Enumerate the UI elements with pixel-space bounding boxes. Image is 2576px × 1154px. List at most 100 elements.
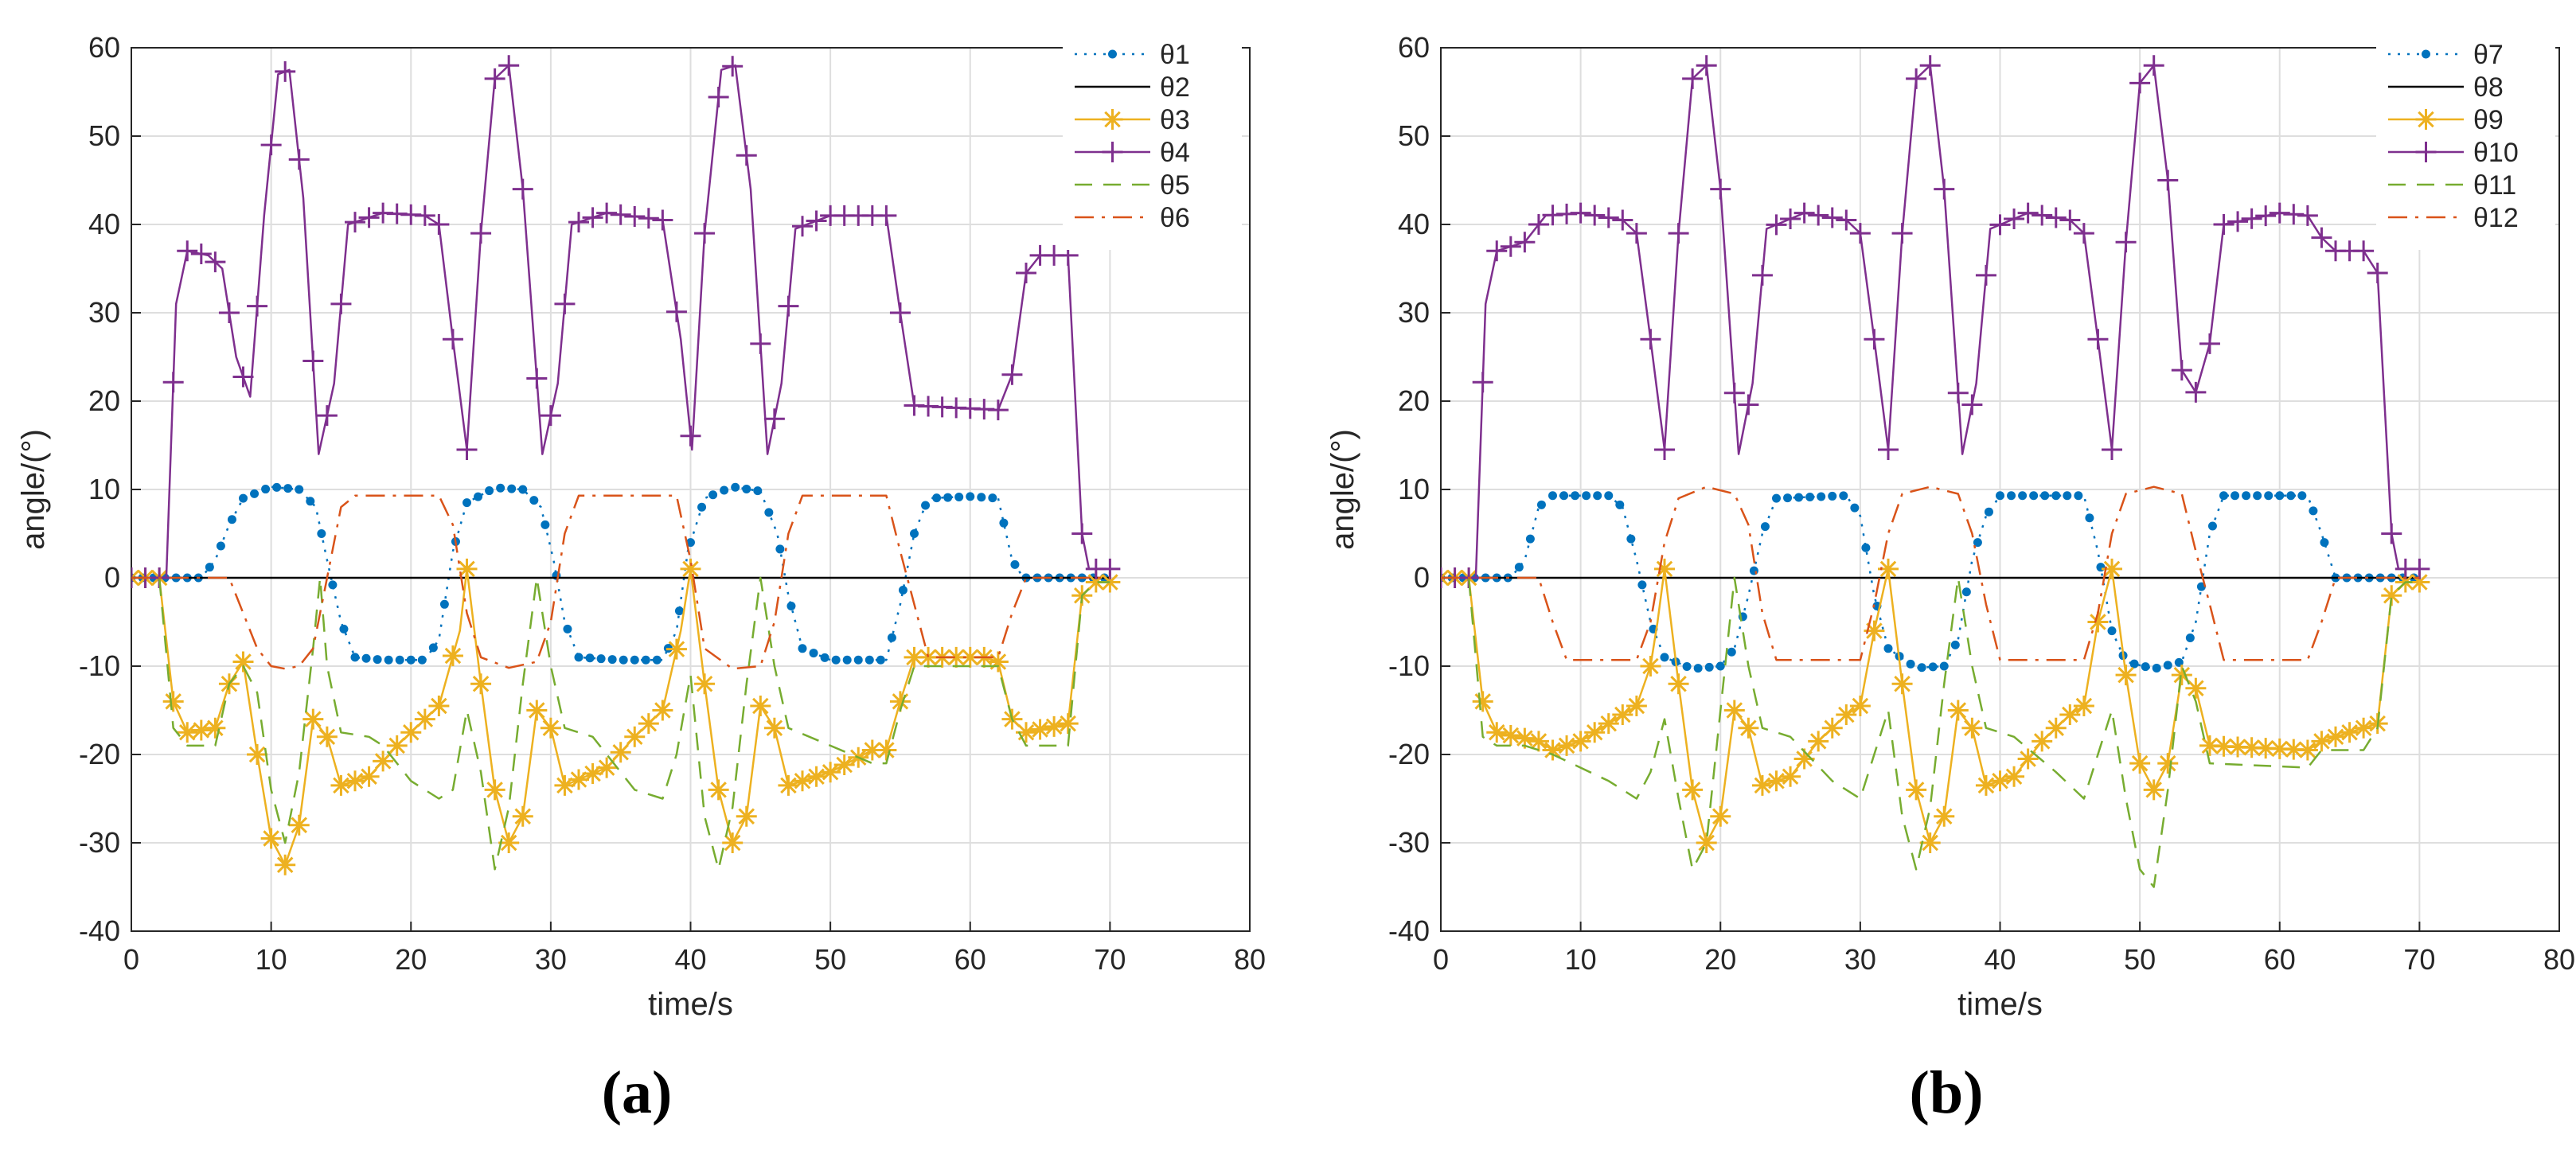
marker-θ3 [1029,719,1051,740]
y-tick-label: 50 [1398,119,1430,152]
marker-θ1 [507,484,517,493]
y-tick-label: -20 [1388,738,1430,770]
marker-θ1 [485,486,494,496]
marker-θ9 [2325,726,2346,747]
marker-θ7 [1850,503,1860,513]
marker-θ7 [1637,580,1647,590]
y-tick-label: 10 [88,473,120,505]
marker-θ9 [1626,695,1647,716]
marker-θ7 [1861,543,1871,552]
marker-θ7 [1828,491,1837,501]
legend-label-θ9: θ9 [2473,105,2504,135]
marker-θ1 [574,653,584,662]
marker-θ1 [887,633,896,642]
marker-θ7 [1593,491,1602,501]
marker-θ9 [1514,727,1536,749]
marker-θ10 [2073,223,2094,244]
marker-θ7 [1805,493,1815,502]
marker-θ9 [1472,691,1493,712]
y-tick-label: -30 [79,826,120,859]
marker-θ7 [1582,491,1591,501]
marker-θ9 [1612,704,1633,726]
marker-θ1 [842,655,852,665]
marker-θ7 [2297,491,2307,501]
marker-θ3 [665,638,687,660]
legend-marker-θ3 [1102,109,1123,130]
marker-θ9 [1989,770,2011,792]
marker-θ7 [1928,662,1938,672]
marker-θ9 [1500,724,1521,746]
marker-θ7 [2286,491,2296,501]
marker-θ7 [2051,491,2061,501]
marker-θ10 [1626,223,1647,244]
marker-θ10 [1780,208,1801,229]
marker-θ9 [1961,717,1983,739]
marker-θ10 [2143,55,2164,76]
marker-θ9 [1808,731,1829,752]
marker-θ10 [1640,329,1661,350]
marker-θ10 [2227,211,2249,232]
marker-θ3 [400,722,422,743]
marker-θ3 [330,774,352,796]
marker-θ7 [2163,661,2172,670]
marker-θ10 [2171,360,2192,381]
marker-θ7 [1794,493,1804,502]
legend-marker-θ4 [1102,142,1123,162]
marker-θ4 [876,205,897,226]
marker-θ1 [775,544,785,554]
chart-1: 0 10 20 30 40 50 60 70 80 -40 -30 -20 -10 0 10 20 30 40 50… [16,31,1266,1022]
legend-marker-θ9 [2415,109,2437,130]
legend-label-θ4: θ4 [1160,138,1190,168]
marker-θ9 [1793,748,1815,770]
marker-θ10 [2353,240,2375,262]
marker-θ7 [1939,661,1949,671]
marker-θ7 [2185,633,2195,642]
marker-θ3 [806,766,827,787]
marker-θ3 [820,762,841,783]
marker-θ9 [1738,717,1759,739]
marker-θ1 [227,515,236,524]
x-tick-label: 20 [1704,943,1736,976]
marker-θ1 [585,653,595,663]
x-tick-label: 30 [1844,943,1876,976]
marker-θ7 [1727,647,1736,657]
y-tick-label: 0 [1414,561,1430,594]
marker-θ1 [250,489,260,498]
marker-θ9 [1640,656,1661,676]
marker-θ3 [694,673,716,695]
marker-θ3 [554,774,576,796]
marker-θ1 [641,655,650,665]
marker-θ3 [162,691,184,712]
marker-θ7 [1760,522,1770,532]
marker-θ9 [1878,558,1899,579]
marker-θ9 [2017,748,2039,770]
marker-θ10 [1878,439,1899,461]
marker-θ3 [861,739,883,761]
marker-θ1 [921,501,931,510]
marker-θ9 [1891,673,1913,695]
series-θ4 [131,55,1121,588]
marker-θ7 [1525,534,1535,544]
marker-θ4 [652,209,673,231]
marker-θ1 [463,498,471,508]
marker-θ7 [1571,491,1580,501]
legend-label-θ1: θ1 [1160,40,1190,70]
marker-θ1 [216,541,225,551]
marker-θ3 [582,763,603,785]
marker-θ7 [2320,538,2329,548]
marker-θ4 [540,405,561,427]
marker-θ1 [541,520,550,529]
marker-θ10 [1500,236,1521,257]
marker-θ9 [1934,805,1955,827]
marker-θ10 [2032,205,2053,226]
marker-θ3 [778,774,799,796]
marker-θ3 [1044,715,1065,737]
marker-θ10 [1528,214,1549,235]
marker-θ3 [470,673,492,695]
marker-θ3 [638,713,659,735]
marker-θ4 [428,214,450,235]
marker-θ9 [2032,731,2053,752]
marker-θ1 [809,649,818,658]
marker-θ7 [2063,491,2072,501]
